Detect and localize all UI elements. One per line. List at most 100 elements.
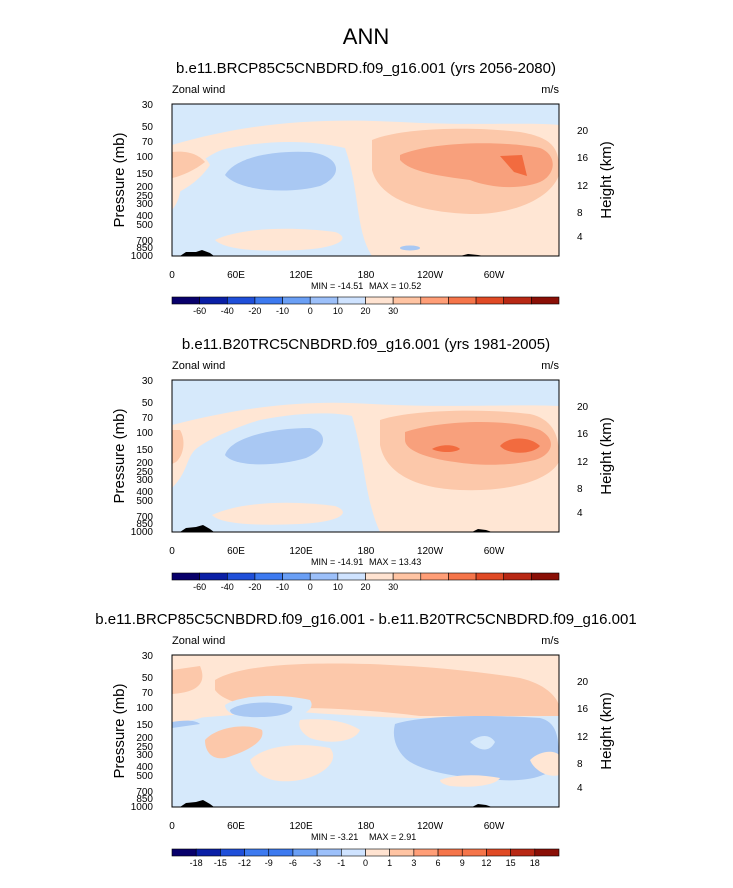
colorbar-tick-label: 12 xyxy=(481,858,491,868)
panel-1-ytick: 100 xyxy=(136,152,153,163)
colorbar-tick-label: 18 xyxy=(530,858,540,868)
panel-2-contours xyxy=(172,380,559,532)
colorbar-box xyxy=(420,296,449,305)
panel-2-ytick: 250 xyxy=(136,467,153,478)
colorbar-box xyxy=(461,848,487,857)
panel-3-left-ticks: 30 50 70 100 150 200 250 300 400 500 700… xyxy=(131,651,154,813)
panel-2-x-ticks: 0 60E 120E 180 120W 60W xyxy=(169,546,505,557)
colorbar-box xyxy=(226,296,256,305)
panel-3-x-ticks: 0 60E 120E 180 120W 60W xyxy=(169,821,505,832)
colorbar-box xyxy=(226,572,256,581)
panel-1-easterly-core xyxy=(225,151,337,191)
panel-1-ytick: 1000 xyxy=(131,251,154,262)
colorbar-box xyxy=(531,296,560,305)
panel-2-xtick: 180 xyxy=(358,546,375,557)
panel-1-dateline-region xyxy=(345,148,372,256)
panel-2-east-jet-inner xyxy=(405,421,551,465)
panel-2-frame xyxy=(171,379,560,533)
panel-3-ytick: 150 xyxy=(136,720,153,731)
colorbar-tick-label: -15 xyxy=(214,858,227,868)
panel-2-ytick: 200 xyxy=(136,458,153,469)
colorbar-tick-label: 10 xyxy=(333,306,343,316)
panel-3-variable-label: Zonal wind xyxy=(172,635,225,647)
panel-1-variable-label: Zonal wind xyxy=(172,84,225,96)
panel-3-ytick: 200 xyxy=(136,733,153,744)
colorbar-tick-label: -40 xyxy=(221,582,234,592)
panel-3-xtick: 60E xyxy=(227,821,245,832)
panel-3-east-negative xyxy=(393,716,559,781)
panel-2-ylabel: Pressure (mb) xyxy=(111,408,128,503)
panel-3-xtick: 0 xyxy=(169,821,175,832)
panel-3: b.e11.BRCP85C5CNBDRD.f09_g16.001 - b.e11… xyxy=(95,611,636,868)
colorbar-box xyxy=(503,296,532,305)
panel-3-upper-positive-west xyxy=(172,698,217,722)
panel-2-ytick: 150 xyxy=(136,445,153,456)
panel-2-xtick: 0 xyxy=(169,546,175,557)
colorbar-box xyxy=(448,572,477,581)
panel-2-terrain-small xyxy=(472,529,492,532)
panel-1-terrain xyxy=(180,250,214,256)
colorbar-tick-label: -10 xyxy=(276,306,289,316)
panel-3-frame xyxy=(171,654,560,808)
panel-3-east-edge-positive xyxy=(530,751,559,776)
panel-2-title: b.e11.B20TRC5CNBDRD.f09_g16.001 (yrs 198… xyxy=(182,336,550,353)
colorbar-box xyxy=(171,572,200,581)
panel-1-height-tick: 20 xyxy=(577,126,589,137)
panel-1-xtick: 60W xyxy=(484,270,505,281)
panel-2-east-jet-core-west xyxy=(432,445,460,452)
panel-1-ytick: 400 xyxy=(136,211,153,222)
panel-2-ytick: 100 xyxy=(136,428,153,439)
panel-3-ytick: 300 xyxy=(136,750,153,761)
panel-3-terrain-small xyxy=(472,804,492,807)
panel-1-ytick: 50 xyxy=(142,122,154,133)
panel-1-east-jet-core xyxy=(500,155,527,176)
panel-2-dateline-region xyxy=(352,416,380,532)
panel-2-ytick: 1000 xyxy=(131,527,154,538)
colorbar-box xyxy=(171,296,200,305)
colorbar-box xyxy=(475,572,505,581)
panel-3-upper-negative-core xyxy=(230,702,293,718)
colorbar-box xyxy=(282,572,311,581)
panel-1-east-jet-inner xyxy=(400,143,553,188)
colorbar-box xyxy=(195,848,221,857)
panel-2-colorbar: -60 -40 -20 -10 0 10 20 30 xyxy=(171,572,560,592)
colorbar-box xyxy=(503,572,532,581)
panel-3-colorbar: -18 -15 -12 -9 -6 -3 -1 0 1 3 6 9 12 15 18 xyxy=(171,848,560,868)
colorbar-box xyxy=(475,296,505,305)
panel-1-contours xyxy=(172,104,559,256)
panel-2-height-tick: 16 xyxy=(577,429,589,440)
panel-3-title: b.e11.BRCP85C5CNBDRD.f09_g16.001 - b.e11… xyxy=(95,611,636,628)
panel-1-right-ticks: 20 16 12 8 4 xyxy=(577,126,589,243)
panel-1-xtick: 60E xyxy=(227,270,245,281)
colorbar-tick-label: -12 xyxy=(238,858,251,868)
colorbar-box xyxy=(309,572,339,581)
panel-1-xtick: 180 xyxy=(358,270,375,281)
panel-2-xtick: 120E xyxy=(289,546,313,557)
colorbar-box xyxy=(341,848,366,857)
colorbar-box xyxy=(392,572,422,581)
panel-1-xtick: 0 xyxy=(169,270,175,281)
panel-1-ytick: 500 xyxy=(136,220,153,231)
panel-3-height-tick: 8 xyxy=(577,759,583,770)
panel-2-height-tick: 20 xyxy=(577,402,589,413)
figure-title: ANN xyxy=(343,24,389,49)
panel-3-lower-positive-west xyxy=(205,726,263,759)
colorbar-box xyxy=(337,572,366,581)
panel-2-lower-positive xyxy=(212,502,343,525)
panel-2-units-label: m/s xyxy=(541,360,559,372)
colorbar-tick-label: -20 xyxy=(248,306,261,316)
panel-3-contours xyxy=(172,655,559,807)
colorbar-box xyxy=(365,296,394,305)
colorbar-box xyxy=(510,848,536,857)
panel-3-ylabel-right: Height (km) xyxy=(598,692,615,770)
panel-2-left-ticks: 30 50 70 100 150 200 250 300 400 500 700… xyxy=(131,376,154,538)
panel-1-max-text: MAX = 10.52 xyxy=(369,281,421,291)
panel-1-ytick: 300 xyxy=(136,199,153,210)
colorbar-box xyxy=(309,296,339,305)
panel-1-left-ticks: 30 50 70 100 150 200 250 300 400 500 700… xyxy=(131,100,154,262)
panel-3-west-negative xyxy=(172,720,200,728)
colorbar-tick-label: 20 xyxy=(360,582,370,592)
colorbar-tick-label: 30 xyxy=(388,582,398,592)
panel-2-ytick: 500 xyxy=(136,496,153,507)
panel-1-ylabel: Pressure (mb) xyxy=(111,132,128,227)
